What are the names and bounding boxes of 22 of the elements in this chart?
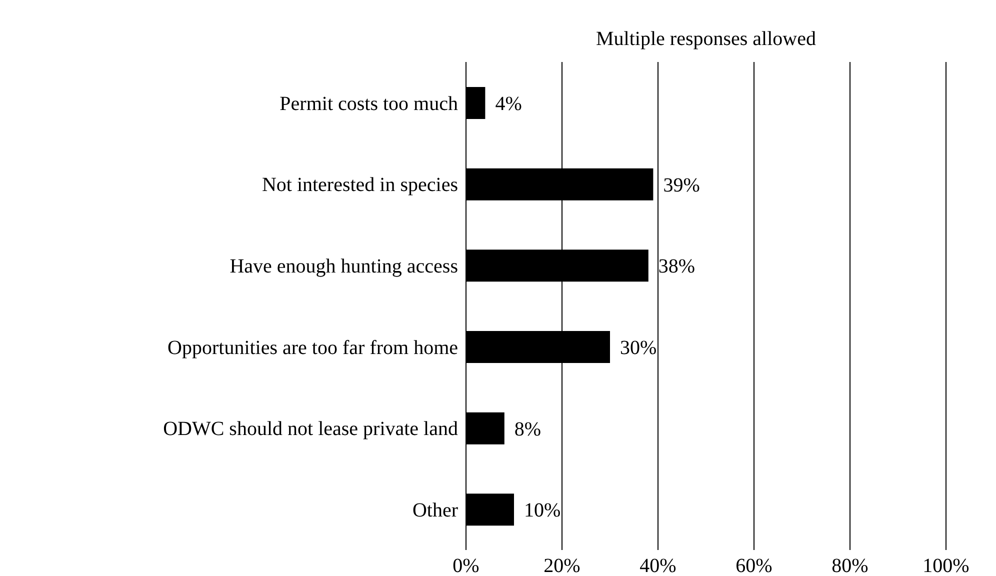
data-label: 38% xyxy=(658,256,696,278)
x-tick-label: 20% xyxy=(544,555,580,576)
data-label: 10% xyxy=(524,500,561,522)
x-tick-label: 100% xyxy=(922,555,970,576)
y-tick-label: Other xyxy=(412,499,458,522)
data-label: 4% xyxy=(495,93,522,115)
x-tick-label: 0% xyxy=(452,555,480,576)
bar xyxy=(466,412,504,444)
y-tick-label: Permit costs too much xyxy=(280,92,458,115)
bar xyxy=(466,494,514,526)
data-label: 39% xyxy=(663,174,700,196)
bar xyxy=(466,87,486,119)
data-label: 8% xyxy=(514,418,542,440)
x-tick-label: 80% xyxy=(832,555,868,576)
chart-title: Multiple responses allowed xyxy=(595,28,817,51)
y-tick-label: Not interested in species xyxy=(262,174,458,196)
x-tick-label: 60% xyxy=(736,555,772,576)
y-tick-label: ODWC should not lease private land xyxy=(163,418,458,440)
y-tick-label: Opportunities are too far from home xyxy=(168,336,458,359)
y-tick-label: Have enough hunting access xyxy=(230,255,458,278)
data-label: 30% xyxy=(620,337,657,359)
x-tick-label: 40% xyxy=(640,555,676,576)
